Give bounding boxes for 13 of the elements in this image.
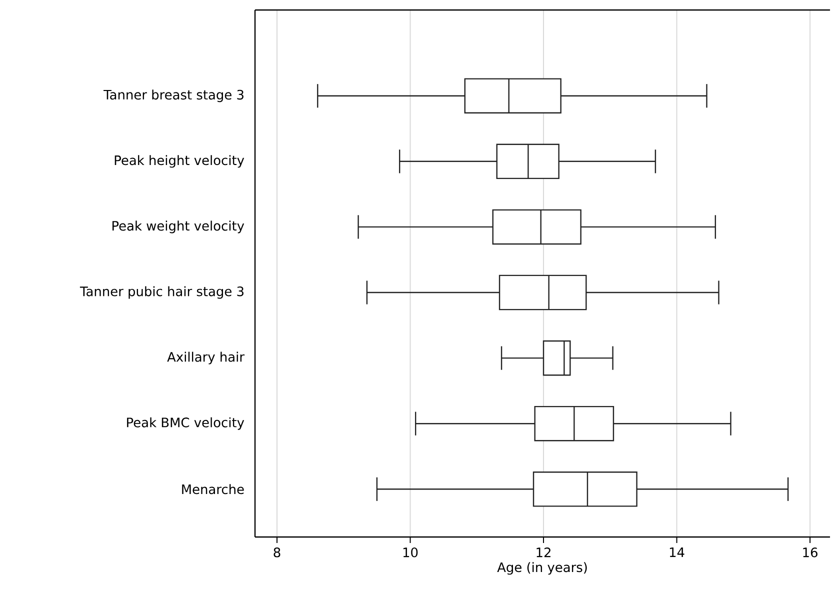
x-tick-label: 16 [803, 548, 818, 558]
y-tick-label: Peak weight velocity [112, 220, 244, 234]
y-tick-label: Tanner pubic hair stage 3 [80, 286, 244, 299]
y-tick-label: Peak height velocity [114, 155, 244, 168]
x-axis-title: Age (in years) [497, 562, 587, 575]
x-tick-label: 8 [274, 548, 280, 558]
y-tick-label: Peak BMC velocity [127, 417, 244, 430]
y-tick-label: Menarche [182, 484, 244, 494]
x-tick-label: 12 [536, 548, 550, 558]
x-tick-label: 10 [403, 548, 418, 558]
x-tick-label: 14 [670, 548, 684, 557]
y-tick-label: Tanner breast stage 3 [104, 90, 244, 102]
y-tick-label: Axillary hair [167, 352, 244, 364]
